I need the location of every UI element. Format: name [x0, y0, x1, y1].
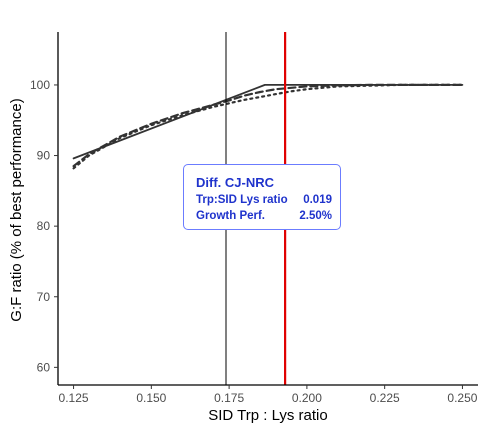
x-tick-label: 0.225: [370, 391, 400, 405]
annotation-growth-value: 2.50%: [299, 210, 332, 222]
y-tick-label: 70: [37, 290, 51, 304]
y-tick-label: 90: [37, 149, 51, 163]
y-tick-label: 100: [30, 78, 50, 92]
annotation-growth-label: Growth Perf.: [196, 210, 266, 222]
y-tick-label: 80: [37, 219, 51, 233]
y-axis-title: G:F ratio (% of best performance): [8, 98, 25, 321]
x-tick-label: 0.175: [214, 391, 244, 405]
annotation-title: Diff. CJ-NRC: [196, 175, 274, 190]
y-ticks: 60 70 80 90 100: [30, 78, 58, 374]
annotation-tooltip: Diff. CJ-NRC Trp:SID Lys ratio 0.019 Gro…: [183, 164, 341, 230]
annotation-row-ratio: Trp:SID Lys ratio 0.019: [196, 192, 332, 208]
series-dashed-line: [72, 83, 464, 168]
series-dotted-line: [72, 83, 464, 170]
x-ticks: 0.125 0.150 0.175 0.200 0.225 0.250: [59, 385, 478, 405]
x-tick-label: 0.200: [292, 391, 322, 405]
y-tick-label: 60: [37, 360, 51, 374]
x-tick-label: 0.250: [447, 391, 477, 405]
series-solid-line: [72, 84, 464, 160]
annotation-ratio-label: Trp:SID Lys ratio: [196, 194, 288, 206]
x-axis-title: SID Trp : Lys ratio: [208, 407, 327, 424]
x-tick-label: 0.150: [136, 391, 166, 405]
annotation-ratio-value: 0.019: [303, 194, 332, 206]
annotation-row-growth: Growth Perf. 2.50%: [196, 208, 332, 224]
x-tick-label: 0.125: [59, 391, 89, 405]
